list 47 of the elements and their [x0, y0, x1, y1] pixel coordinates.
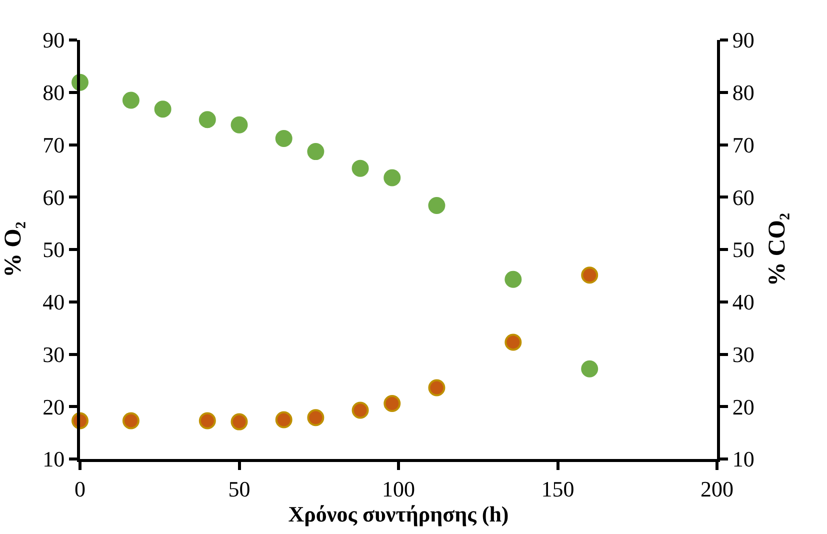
point	[198, 111, 216, 128]
point	[230, 116, 248, 134]
y-tick-label: 50	[42, 237, 65, 262]
point	[384, 394, 401, 412]
point	[428, 197, 446, 214]
x-tick-label: 50	[228, 476, 250, 502]
point	[154, 100, 172, 118]
point	[122, 92, 140, 109]
point	[307, 409, 324, 426]
y2-tick-label: 20	[732, 394, 754, 420]
y2-tick-label: 30	[732, 342, 754, 367]
y2-tick-label: 40	[732, 290, 754, 315]
point	[581, 360, 598, 378]
y-tick-label: 60	[42, 184, 65, 210]
point	[428, 379, 446, 396]
point	[384, 169, 401, 186]
point	[504, 334, 522, 351]
point	[198, 412, 216, 430]
y-axis-title: % O₂	[0, 222, 27, 278]
x-tick-label: 150	[541, 476, 574, 502]
y2-tick-label: 60	[732, 184, 754, 210]
y2-tick-label: 10	[732, 446, 754, 472]
y2-tick-label: 50	[732, 237, 754, 262]
y2-tick-label: 90	[732, 28, 754, 53]
y-tick-label: 20	[42, 394, 65, 420]
point	[275, 130, 292, 147]
point	[352, 160, 369, 177]
x-axis-title: Χρόνος συντήρησης (h)	[288, 501, 509, 526]
x-tick-label: 100	[382, 476, 415, 502]
y-tick-label: 30	[42, 342, 65, 367]
y2-tick-label: 70	[732, 132, 754, 158]
point	[352, 402, 369, 419]
y-tick-label: 80	[42, 80, 65, 106]
point	[307, 143, 324, 160]
y-tick-label: 40	[42, 290, 65, 315]
point	[230, 413, 248, 430]
point	[581, 266, 598, 284]
y2-tick-label: 80	[732, 80, 754, 106]
y-tick-label: 90	[42, 28, 65, 53]
y2-axis-title: % CO₂	[764, 212, 791, 286]
y-tick-label: 10	[42, 446, 65, 472]
point	[275, 411, 292, 428]
y-tick-label: 70	[42, 132, 65, 158]
point	[122, 412, 140, 430]
x-tick-label: 0	[74, 476, 86, 502]
x-tick-label: 200	[700, 476, 734, 502]
point	[504, 270, 522, 288]
